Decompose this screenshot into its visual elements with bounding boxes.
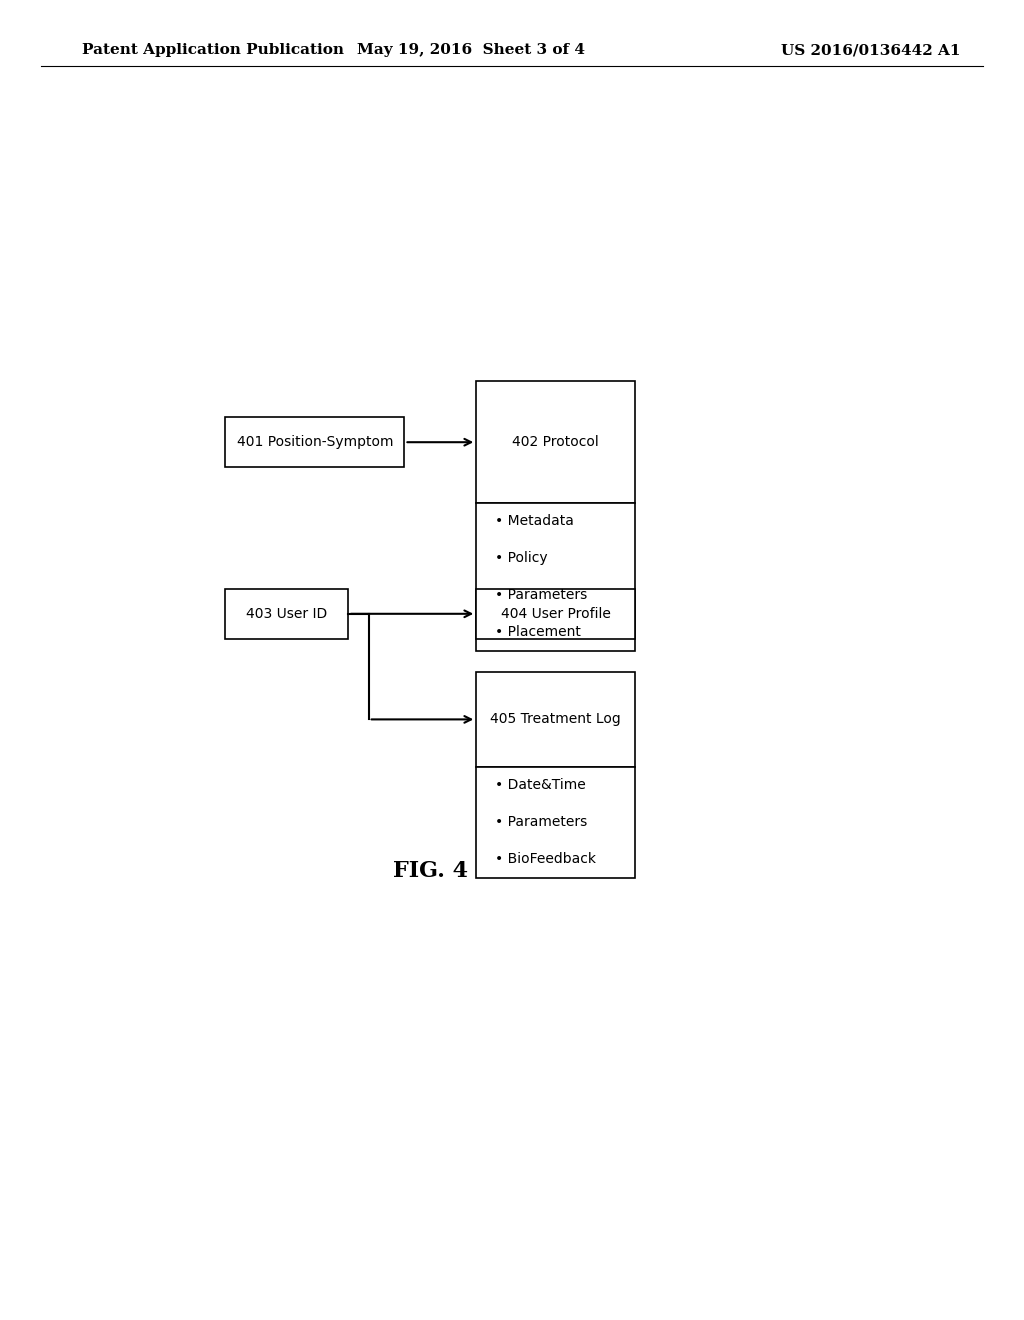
FancyBboxPatch shape: [225, 589, 348, 639]
Text: • Date&Time: • Date&Time: [495, 779, 586, 792]
Text: May 19, 2016  Sheet 3 of 4: May 19, 2016 Sheet 3 of 4: [357, 44, 585, 57]
FancyBboxPatch shape: [476, 381, 635, 503]
Text: 402 Protocol: 402 Protocol: [512, 436, 599, 449]
FancyBboxPatch shape: [476, 672, 635, 767]
Text: 405 Treatment Log: 405 Treatment Log: [490, 713, 621, 726]
Text: 403 User ID: 403 User ID: [246, 607, 328, 620]
Text: FIG. 4: FIG. 4: [392, 861, 468, 882]
Text: • Placement: • Placement: [495, 626, 581, 639]
FancyBboxPatch shape: [476, 503, 635, 651]
Text: • Policy: • Policy: [495, 552, 547, 565]
FancyBboxPatch shape: [225, 417, 404, 467]
FancyBboxPatch shape: [476, 767, 635, 878]
Text: • BioFeedback: • BioFeedback: [495, 853, 596, 866]
Text: 401 Position-Symptom: 401 Position-Symptom: [237, 436, 393, 449]
Text: Patent Application Publication: Patent Application Publication: [82, 44, 344, 57]
Text: • Metadata: • Metadata: [495, 515, 573, 528]
Text: • Parameters: • Parameters: [495, 816, 587, 829]
Text: • Parameters: • Parameters: [495, 589, 587, 602]
Text: 404 User Profile: 404 User Profile: [501, 607, 610, 620]
Text: US 2016/0136442 A1: US 2016/0136442 A1: [780, 44, 961, 57]
FancyBboxPatch shape: [476, 589, 635, 639]
